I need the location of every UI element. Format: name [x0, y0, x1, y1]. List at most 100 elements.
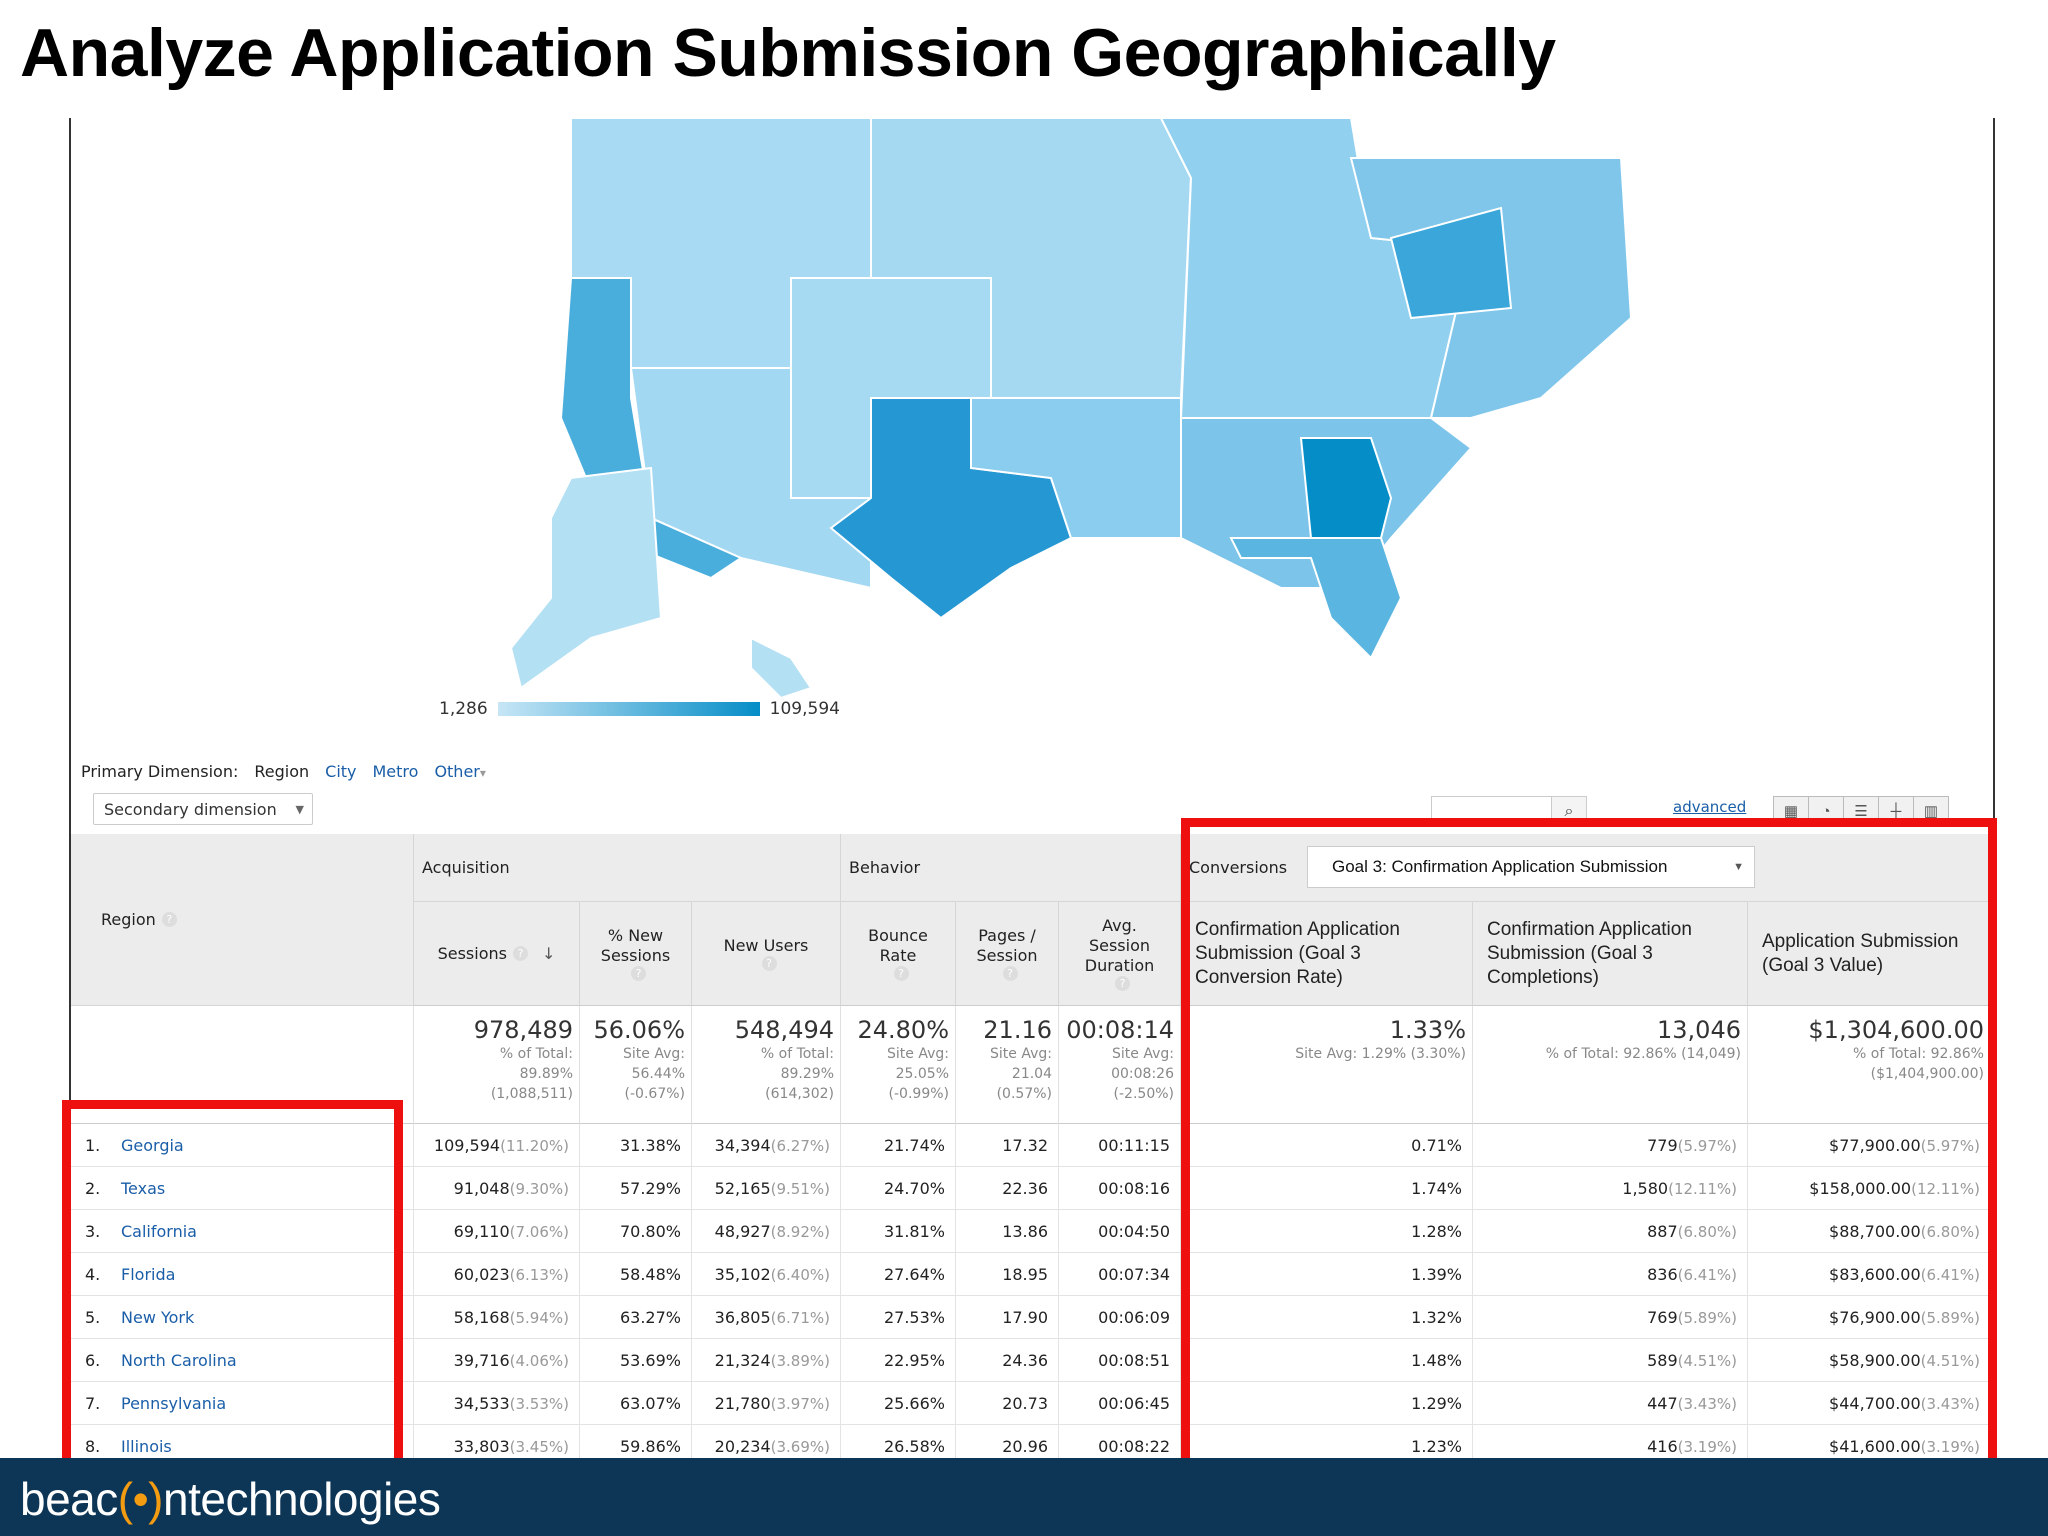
- goal-value-column-header[interactable]: Application Submission (Goal 3 Value): [1748, 902, 1991, 1006]
- sessions-value: 69,110: [453, 1222, 510, 1241]
- map-legend: 1,286 109,594: [439, 696, 840, 722]
- goal-select-dropdown[interactable]: Goal 3: Confirmation Application Submiss…: [1307, 846, 1755, 888]
- totals-duration: 00:08:14 Site Avg: 00:08:26 (-2.50%): [1059, 1006, 1181, 1124]
- totals-conv-rate-value: 1.33%: [1389, 1016, 1466, 1044]
- secondary-dimension-dropdown[interactable]: Secondary dimension ▼: [93, 793, 313, 825]
- totals-value: $1,304,600.00 % of Total: 92.86% ($1,404…: [1748, 1006, 1991, 1124]
- totals-new-users: 548,494 % of Total: 89.29% (614,302): [692, 1006, 841, 1124]
- conv-rate-value: 1.39%: [1411, 1265, 1462, 1284]
- totals-sessions-caption: % of Total:: [499, 1046, 573, 1062]
- new-users-cell: 48,927(8.92%): [692, 1210, 841, 1253]
- primary-dimension-bar: Primary Dimension: Region City Metro Oth…: [81, 762, 486, 781]
- completions-value: 779: [1647, 1136, 1678, 1155]
- sessions-column-header[interactable]: Sessions? ↓: [414, 902, 580, 1006]
- duration-value: 00:07:34: [1098, 1265, 1170, 1284]
- new-sessions-header-label: % New Sessions: [600, 926, 671, 965]
- new-users-percent: (6.40%): [770, 1266, 830, 1284]
- pages-cell: 24.36: [956, 1339, 1059, 1382]
- goal-conversion-rate-column-header[interactable]: Confirmation Application Submission (Goa…: [1181, 902, 1473, 1006]
- new-sessions-value: 31.38%: [619, 1136, 681, 1155]
- bounce-cell: 27.64%: [841, 1253, 956, 1296]
- totals-duration-delta: (-2.50%): [1113, 1086, 1174, 1102]
- goal-completions-column-header[interactable]: Confirmation Application Submission (Goa…: [1473, 902, 1748, 1006]
- region-link[interactable]: New York: [121, 1308, 195, 1327]
- region-link[interactable]: North Carolina: [121, 1351, 237, 1370]
- bounce-cell: 25.66%: [841, 1382, 956, 1425]
- bounce-value: 26.58%: [883, 1437, 945, 1456]
- sessions-percent: (6.13%): [509, 1266, 569, 1284]
- company-logo: beac(•)ntechnologies: [20, 1472, 441, 1526]
- region-link[interactable]: California: [121, 1222, 197, 1241]
- conversions-highlight-box: [1181, 818, 1997, 1472]
- value-value: $58,900.00: [1829, 1351, 1921, 1370]
- totals-new-users-base: (614,302): [765, 1086, 834, 1102]
- totals-conv-rate-caption: Site Avg: 1.29% (3.30%): [1295, 1046, 1466, 1062]
- pages-cell: 22.36: [956, 1167, 1059, 1210]
- dimension-link-other[interactable]: Other▾: [434, 762, 485, 781]
- duration-value: 00:08:51: [1098, 1351, 1170, 1370]
- new-users-percent: (6.71%): [770, 1309, 830, 1327]
- bounce-rate-column-header[interactable]: Bounce Rate?: [841, 902, 956, 1006]
- new-users-column-header[interactable]: New Users?: [692, 902, 841, 1006]
- totals-new-sessions-caption: Site Avg:: [623, 1046, 685, 1062]
- region-link[interactable]: Illinois: [121, 1437, 172, 1456]
- region-link[interactable]: Georgia: [121, 1136, 184, 1155]
- bounce-cell: 31.81%: [841, 1210, 956, 1253]
- region-link[interactable]: Texas: [121, 1179, 166, 1198]
- completions-percent: (12.11%): [1668, 1180, 1737, 1198]
- new-users-header-label: New Users: [723, 936, 809, 955]
- bounce-value: 22.95%: [883, 1351, 945, 1370]
- region-link[interactable]: Florida: [121, 1265, 176, 1284]
- totals-new-users-value: 548,494: [734, 1016, 834, 1044]
- conv-rate-value: 1.32%: [1411, 1308, 1462, 1327]
- value-value: $77,900.00: [1829, 1136, 1921, 1155]
- value-percent: (6.41%): [1920, 1266, 1980, 1284]
- advanced-filter-link[interactable]: advanced: [1673, 798, 1747, 816]
- chevron-down-icon: ▼: [295, 803, 304, 816]
- totals-bounce-caption: Site Avg:: [887, 1046, 949, 1062]
- new-users-cell: 35,102(6.40%): [692, 1253, 841, 1296]
- region-column-header[interactable]: Region?: [71, 834, 414, 1006]
- dimension-link-metro[interactable]: Metro: [372, 762, 419, 781]
- row-number: 8.: [85, 1437, 101, 1456]
- pages-session-column-header[interactable]: Pages / Session?: [956, 902, 1059, 1006]
- bounce-value: 31.81%: [883, 1222, 945, 1241]
- new-sessions-cell: 31.38%: [580, 1124, 692, 1167]
- new-users-percent: (8.92%): [770, 1223, 830, 1241]
- table-row: 3. California 69,110(7.06%) 70.80% 48,927(8.…: [71, 1210, 1991, 1253]
- sessions-value: 33,803: [453, 1437, 510, 1456]
- goal-select-value: Goal 3: Confirmation Application Submiss…: [1332, 857, 1668, 876]
- avg-session-duration-column-header[interactable]: Avg. Session Duration?: [1059, 902, 1181, 1006]
- dimension-link-city[interactable]: City: [325, 762, 357, 781]
- sessions-percent: (3.53%): [509, 1395, 569, 1413]
- state-new-york: [1389, 206, 1513, 320]
- bounce-value: 25.66%: [883, 1394, 945, 1413]
- conv-rate-cell: 1.28%: [1181, 1210, 1473, 1253]
- new-sessions-cell: 59.86%: [580, 1425, 692, 1458]
- sessions-percent: (11.20%): [500, 1137, 569, 1155]
- sessions-value: 58,168: [453, 1308, 510, 1327]
- region-cell: 6. North Carolina: [71, 1339, 414, 1382]
- new-users-percent: (3.69%): [770, 1438, 830, 1456]
- new-sessions-column-header[interactable]: % New Sessions?: [580, 902, 692, 1006]
- conv-rate-value: 1.74%: [1411, 1179, 1462, 1198]
- totals-duration-avg: 00:08:26: [1111, 1066, 1174, 1082]
- completions-cell: 779(5.97%): [1473, 1124, 1748, 1167]
- new-users-value: 48,927: [714, 1222, 771, 1241]
- slide-footer: [0, 1458, 2048, 1536]
- pages-cell: 17.32: [956, 1124, 1059, 1167]
- totals-pages-delta: (0.57%): [996, 1086, 1052, 1102]
- sort-desc-icon: ↓: [541, 943, 556, 963]
- new-users-percent: (3.89%): [770, 1352, 830, 1370]
- new-users-cell: 21,780(3.97%): [692, 1382, 841, 1425]
- value-value: $158,000.00: [1809, 1179, 1912, 1198]
- new-users-percent: (6.27%): [770, 1137, 830, 1155]
- row-number: 4.: [85, 1265, 101, 1284]
- region-link[interactable]: Pennsylvania: [121, 1394, 227, 1413]
- region-highlight-box: [62, 1100, 403, 1472]
- value-cell: $77,900.00(5.97%): [1748, 1124, 1991, 1167]
- conv-rate-value: 1.29%: [1411, 1394, 1462, 1413]
- pages-value: 13.86: [1002, 1222, 1048, 1241]
- us-choropleth-map[interactable]: [491, 118, 1641, 718]
- new-users-value: 52,165: [714, 1179, 771, 1198]
